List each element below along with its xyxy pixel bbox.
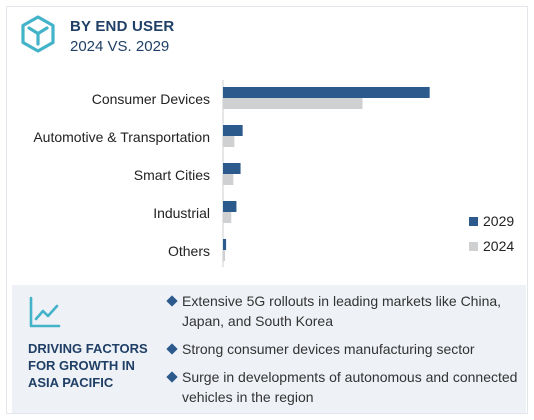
category-label: Automotive & Transportation: [33, 129, 210, 145]
category-label: Smart Cities: [134, 167, 210, 183]
bar-2024-4: [223, 250, 226, 261]
bar-2024-2: [223, 174, 234, 185]
factor-item: Strong consumer devices manufacturing se…: [166, 339, 518, 359]
category-label: Consumer Devices: [92, 91, 210, 107]
driving-factors-list: Extensive 5G rollouts in leading markets…: [166, 291, 518, 415]
factor-item: Surge in developments of autonomous and …: [166, 367, 518, 407]
bar-2029-4: [223, 239, 227, 250]
bar-chart: Consumer Devices Automotive & Transportat…: [33, 80, 514, 267]
driving-factors-panel: DRIVING FACTORS FOR GROWTH IN ASIA PACIF…: [12, 285, 526, 413]
factor-text: Strong consumer devices manufacturing se…: [182, 341, 475, 357]
chart-title: BY END USER: [70, 18, 175, 35]
bar-2029-1: [223, 125, 243, 136]
bar-2024-1: [223, 136, 235, 147]
trend-up-icon: [29, 296, 61, 328]
factor-item: Extensive 5G rollouts in leading markets…: [166, 291, 518, 331]
factor-text: Extensive 5G rollouts in leading markets…: [182, 293, 502, 329]
bar-2024-0: [223, 98, 363, 109]
legend-swatch-2029: [469, 217, 478, 226]
bar-2024-3: [223, 212, 232, 223]
chart-subtitle: 2024 VS. 2029: [70, 38, 170, 55]
legend-label-2024: 2024: [483, 238, 514, 254]
category-label: Industrial: [153, 205, 210, 221]
bar-2029-3: [223, 201, 237, 212]
diamond-bullet-icon: [166, 371, 178, 383]
bar-2029-0: [223, 87, 430, 98]
driving-factors-title: DRIVING FACTORS FOR GROWTH IN ASIA PACIF…: [28, 341, 148, 390]
diamond-bullet-icon: [166, 295, 178, 307]
diamond-bullet-icon: [166, 343, 178, 355]
legend-swatch-2024: [469, 242, 478, 251]
legend-label-2029: 2029: [483, 213, 514, 229]
category-label: Others: [168, 243, 210, 259]
cube-icon: [21, 15, 55, 53]
factor-text: Surge in developments of autonomous and …: [182, 369, 518, 405]
bar-2029-2: [223, 163, 241, 174]
